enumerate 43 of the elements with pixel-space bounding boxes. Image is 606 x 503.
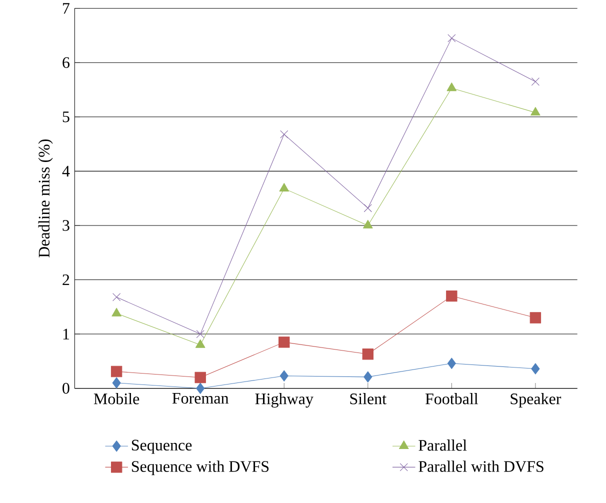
y-tick-label: 0 xyxy=(62,382,70,394)
point xyxy=(447,358,456,369)
y-axis-title: Deadline miss (%) xyxy=(38,139,53,258)
y-tick-label: 4 xyxy=(62,166,70,176)
point xyxy=(278,336,290,348)
point xyxy=(195,339,206,348)
y-tick-label: 2 xyxy=(62,274,70,286)
point xyxy=(112,308,122,316)
x-tick-label: Football xyxy=(425,393,478,404)
point xyxy=(362,348,374,360)
legend-label: Parallel xyxy=(418,440,467,451)
point xyxy=(110,366,122,378)
y-tick-label: 6 xyxy=(62,57,70,68)
point xyxy=(363,220,373,228)
point xyxy=(446,290,458,302)
legend-label: Parallel with DVFS xyxy=(418,460,544,472)
legend-label: Sequence xyxy=(132,440,192,454)
y-tick-label: 1 xyxy=(63,328,70,340)
point xyxy=(448,34,456,42)
point xyxy=(196,382,205,394)
point xyxy=(531,78,540,86)
point xyxy=(364,371,372,383)
x-tick-label: Silent xyxy=(350,393,386,404)
point xyxy=(112,377,121,389)
point xyxy=(530,106,540,116)
x-tick-label: Speaker xyxy=(510,393,562,408)
y-tick-label: 5 xyxy=(62,112,70,122)
point xyxy=(364,204,372,212)
point xyxy=(530,312,542,324)
point xyxy=(194,372,206,384)
point xyxy=(280,370,288,382)
y-tick-label: 7 xyxy=(63,3,70,14)
point xyxy=(279,182,289,192)
point xyxy=(531,363,540,374)
point xyxy=(112,293,121,302)
x-tick-label: Mobile xyxy=(94,393,140,404)
y-tick-label: 3 xyxy=(62,220,70,231)
point xyxy=(196,330,204,338)
x-tick-label: Foreman xyxy=(172,393,229,404)
point xyxy=(280,130,288,138)
legend-label: Sequence with DVFS xyxy=(132,460,269,476)
point xyxy=(446,82,457,92)
x-tick-label: Highway xyxy=(255,393,314,408)
